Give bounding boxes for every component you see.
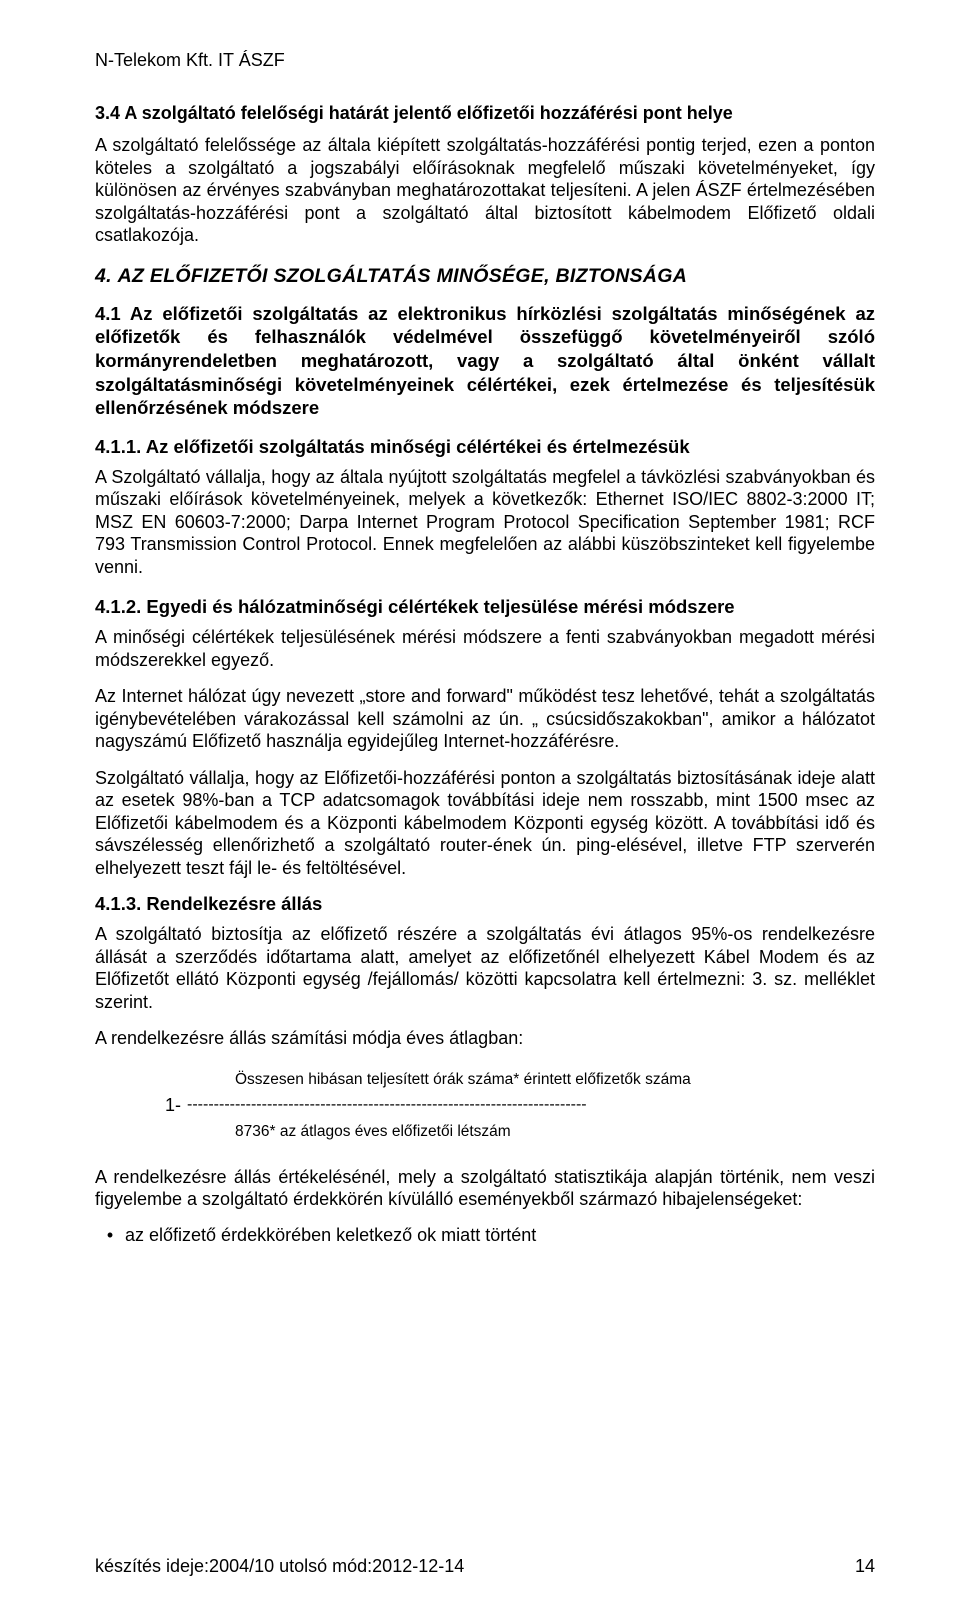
paragraph-4-1-3-b: A rendelkezésre állás számítási módja év… bbox=[95, 1027, 875, 1050]
page-footer: készítés ideje:2004/10 utolsó mód:2012-1… bbox=[95, 1556, 875, 1577]
calculation-block: Összesen hibásan teljesített órák száma*… bbox=[165, 1068, 875, 1144]
calc-one-minus: 1- bbox=[165, 1092, 181, 1120]
bullet-text: az előfizető érdekkörében keletkező ok m… bbox=[125, 1225, 536, 1246]
paragraph-3-4: A szolgáltató felelőssége az általa kiép… bbox=[95, 134, 875, 247]
heading-4-number: 4. bbox=[95, 265, 112, 287]
paragraph-4-1-2-c: Szolgáltató vállalja, hogy az Előfizetői… bbox=[95, 767, 875, 880]
paragraph-4-1-3-a: A szolgáltató biztosítja az előfizető ré… bbox=[95, 923, 875, 1013]
paragraph-4-1-2-a: A minőségi célértékek teljesülésének mér… bbox=[95, 626, 875, 671]
bullet-marker-icon: • bbox=[95, 1225, 125, 1246]
heading-4-text: AZ ELŐFIZETŐI SZOLGÁLTATÁS MINŐSÉGE, BIZ… bbox=[118, 265, 687, 287]
calc-divider: ----------------------------------------… bbox=[187, 1093, 587, 1118]
paragraph-4-1-1: A Szolgáltató vállalja, hogy az általa n… bbox=[95, 466, 875, 579]
bullet-item: • az előfizető érdekkörében keletkező ok… bbox=[95, 1225, 875, 1246]
heading-4: 4. AZ ELŐFIZETŐI SZOLGÁLTATÁS MINŐSÉGE, … bbox=[95, 265, 875, 288]
heading-3-4: 3.4 A szolgáltató felelőségi határát jel… bbox=[95, 103, 875, 124]
calc-denominator: 8736* az átlagos éves előfizetői létszám bbox=[235, 1120, 875, 1144]
page-header: N-Telekom Kft. IT ÁSZF bbox=[95, 50, 875, 71]
heading-4-1-3: 4.1.3. Rendelkezésre állás bbox=[95, 893, 875, 915]
paragraph-4-1-2-b: Az Internet hálózat úgy nevezett „store … bbox=[95, 685, 875, 753]
footer-date: készítés ideje:2004/10 utolsó mód:2012-1… bbox=[95, 1556, 464, 1577]
heading-4-1-1: 4.1.1. Az előfizetői szolgáltatás minősé… bbox=[95, 436, 875, 458]
document-page: N-Telekom Kft. IT ÁSZF 3.4 A szolgáltató… bbox=[0, 0, 960, 1617]
footer-page-number: 14 bbox=[855, 1556, 875, 1577]
heading-4-1: 4.1 Az előfizetői szolgáltatás az elektr… bbox=[95, 302, 875, 420]
heading-4-1-2: 4.1.2. Egyedi és hálózatminőségi célérté… bbox=[95, 596, 875, 618]
paragraph-4-1-3-c: A rendelkezésre állás értékelésénél, mel… bbox=[95, 1166, 875, 1211]
calc-numerator: Összesen hibásan teljesített órák száma*… bbox=[235, 1068, 875, 1092]
